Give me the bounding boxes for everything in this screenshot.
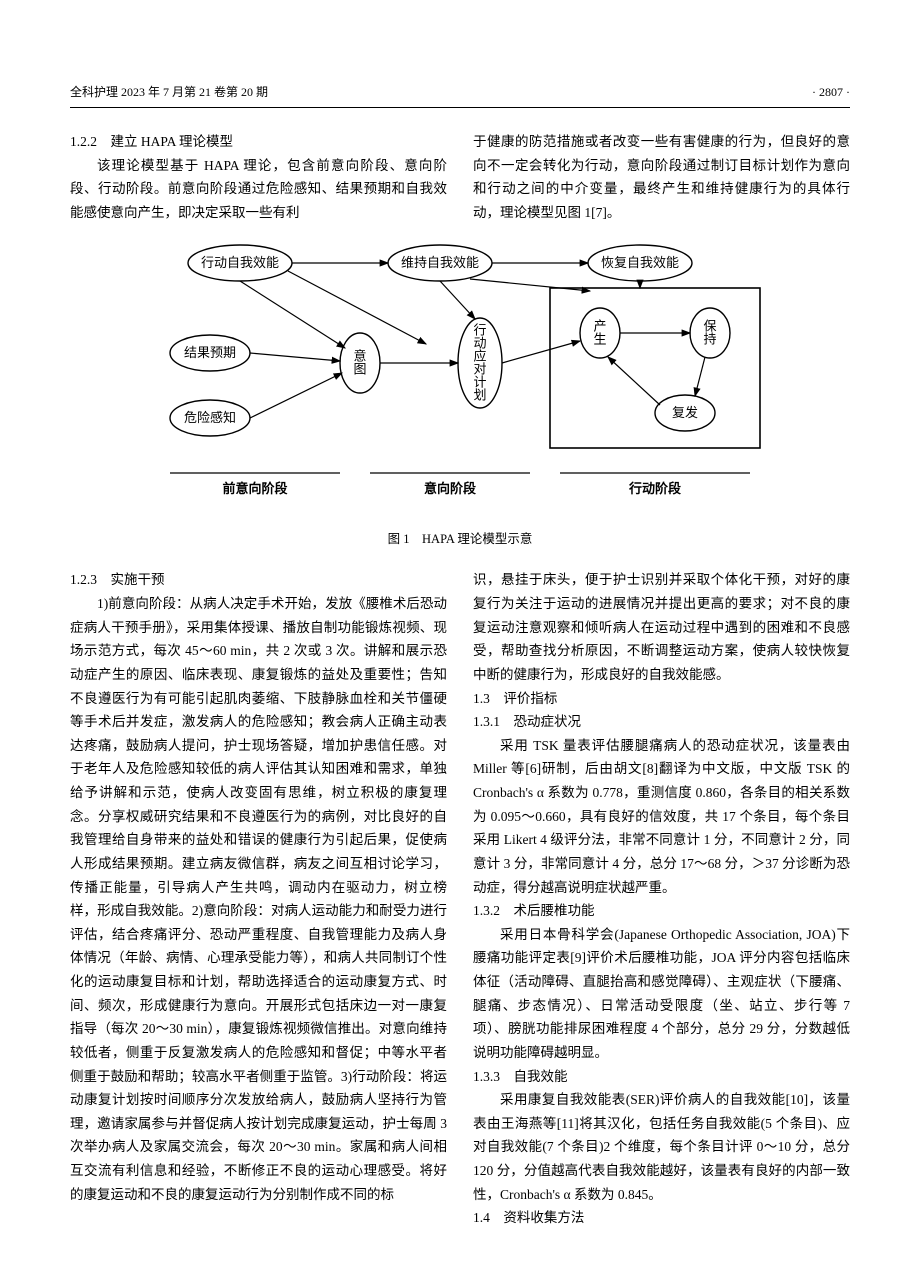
para-1-3-3: 采用康复自我效能表(SER)评价病人的自我效能[10]，该量表由王海燕等[11]… (473, 1088, 850, 1206)
svg-text:前意向阶段: 前意向阶段 (222, 481, 287, 496)
para-1-2-2-right: 于健康的防范措施或者改变一些有害健康的行为，但良好的意向不一定会转化为行动，意向… (473, 130, 850, 225)
running-header: 全科护理 2023 年 7 月第 21 卷第 20 期 · 2807 · (70, 82, 850, 103)
hapa-diagram: 行动自我效能维持自我效能恢复自我效能结果预期危险感知意图行动应对计划产生保持复发… (140, 233, 780, 523)
heading-1-3-3: 1.3.3 自我效能 (473, 1065, 850, 1089)
heading-1-4: 1.4 资料收集方法 (473, 1206, 850, 1230)
para-1-2-3-b: 识，悬挂于床头，便于护士识别并采取个体化干预，对好的康复行为关注于运动的进展情况… (473, 568, 850, 686)
heading-1-2-3: 1.2.3 实施干预 (70, 568, 447, 592)
figure-1: 行动自我效能维持自我效能恢复自我效能结果预期危险感知意图行动应对计划产生保持复发… (70, 233, 850, 551)
body-columns: 1.2.3 实施干预 1)前意向阶段：从病人决定手术开始，发放《腰椎术后恐动症病… (70, 568, 850, 1230)
svg-text:持: 持 (703, 331, 716, 346)
svg-text:生: 生 (593, 331, 606, 346)
heading-1-3-2: 1.3.2 术后腰椎功能 (473, 899, 850, 923)
svg-text:行动阶段: 行动阶段 (628, 481, 681, 496)
header-right: · 2807 · (812, 82, 850, 103)
heading-1-2-2: 1.2.2 建立 HAPA 理论模型 (70, 130, 447, 154)
para-1-2-2-left: 该理论模型基于 HAPA 理论，包含前意向阶段、意向阶段、行动阶段。前意向阶段通… (70, 154, 447, 225)
svg-text:行动自我效能: 行动自我效能 (201, 255, 279, 270)
para-1-3-2: 采用日本骨科学会(Japanese Orthopedic Association… (473, 923, 850, 1065)
heading-1-3: 1.3 评价指标 (473, 687, 850, 711)
figure-1-caption: 图 1 HAPA 理论模型示意 (70, 529, 850, 551)
intro-columns: 1.2.2 建立 HAPA 理论模型 该理论模型基于 HAPA 理论，包含前意向… (70, 130, 850, 225)
svg-text:恢复自我效能: 恢复自我效能 (601, 255, 679, 270)
svg-text:结果预期: 结果预期 (184, 345, 236, 360)
svg-text:图: 图 (353, 361, 366, 376)
svg-text:危险感知: 危险感知 (184, 410, 236, 425)
svg-text:维持自我效能: 维持自我效能 (401, 255, 479, 270)
para-1-2-3-a: 1)前意向阶段：从病人决定手术开始，发放《腰椎术后恐动症病人干预手册》，采用集体… (70, 592, 447, 1206)
header-rule (70, 107, 850, 108)
para-1-3-1: 采用 TSK 量表评估腰腿痛病人的恐动症状况，该量表由 Miller 等[6]研… (473, 734, 850, 899)
heading-1-3-1: 1.3.1 恐动症状况 (473, 710, 850, 734)
svg-text:划: 划 (473, 387, 486, 402)
header-left: 全科护理 2023 年 7 月第 21 卷第 20 期 (70, 82, 268, 103)
svg-text:复发: 复发 (672, 405, 698, 420)
svg-text:意向阶段: 意向阶段 (424, 481, 476, 496)
